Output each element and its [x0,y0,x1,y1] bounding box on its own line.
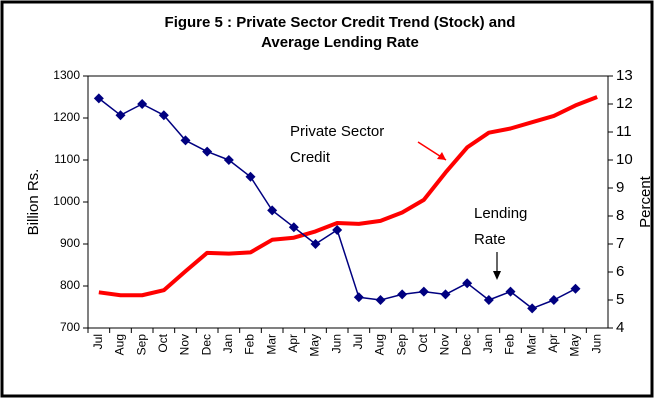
y2-tick-label: 5 [616,291,624,308]
marker [158,110,169,121]
x-tick-label: Oct [416,333,430,352]
marker [93,93,104,104]
x-tick-label: Jun [589,334,603,353]
annotation-arrowhead [493,271,501,280]
y-tick-label: 800 [60,278,80,292]
x-tick-label: Sep [394,334,408,356]
marker [310,239,321,249]
marker [462,278,473,289]
annotation: Rate [474,231,506,248]
x-tick-label: May [308,334,322,357]
y-axis-title: Billion Rs. [25,169,42,236]
chart-title: Figure 5 : Private Sector Credit Trend (… [165,14,516,31]
marker [245,171,256,182]
annotation: Private Sector [290,123,384,140]
marker [353,292,364,303]
x-tick-label: May [568,334,582,357]
x-tick-label: Jul [351,334,365,349]
marker [483,295,494,305]
marker [418,286,429,297]
x-tick-label: Nov [178,334,192,355]
x-tick-label: Jan [221,334,235,353]
y2-tick-label: 10 [616,151,633,168]
marker [223,155,234,165]
x-tick-label: Mar [524,334,538,355]
y2-tick-label: 9 [616,179,624,196]
y2-tick-label: 6 [616,263,624,280]
series-line [98,95,598,298]
y-tick-label: 900 [60,236,80,250]
marker [527,303,538,314]
marker [505,286,516,297]
x-tick-label: Nov [438,334,452,355]
x-tick-label: Jun [329,334,343,353]
y-tick-label: 700 [60,320,80,334]
x-tick-label: Sep [134,334,148,356]
y2-tick-label: 4 [616,319,624,336]
annotation-arrowhead [437,152,446,160]
marker [137,99,148,109]
marker [267,205,278,216]
marker [397,289,408,300]
y-tick-label: 1000 [53,194,80,208]
annotation: Lending [474,205,527,222]
marker [548,295,559,305]
x-tick-label: Apr [546,334,560,353]
marker [440,289,451,300]
y2-tick-label: 8 [616,207,624,224]
marker [202,146,213,157]
y2-axis-title: Percent [637,175,654,228]
y2-tick-label: 7 [616,235,624,252]
chart-title: Average Lending Rate [261,34,419,51]
x-tick-label: Aug [113,334,127,355]
y2-tick-label: 12 [616,95,633,112]
x-tick-label: Aug [373,334,387,355]
y-tick-label: 1200 [53,110,80,124]
x-tick-label: Mar [264,334,278,355]
y-tick-label: 1100 [54,152,80,166]
x-tick-label: Jan [481,334,495,353]
annotation: Credit [290,149,331,166]
y2-tick-label: 11 [616,123,632,140]
marker [375,295,386,305]
marker [332,225,343,235]
marker [288,222,299,233]
y2-tick-label: 13 [616,67,633,84]
x-tick-label: Dec [459,334,473,355]
x-tick-label: Oct [156,333,170,352]
x-tick-label: Jul [91,334,105,349]
y-tick-label: 1300 [53,68,80,82]
x-tick-label: Feb [503,334,517,355]
x-tick-label: Feb [243,334,257,355]
marker [180,135,191,146]
marker [570,283,581,294]
marker [115,110,126,121]
x-tick-label: Dec [199,334,213,355]
x-tick-label: Apr [286,334,300,353]
